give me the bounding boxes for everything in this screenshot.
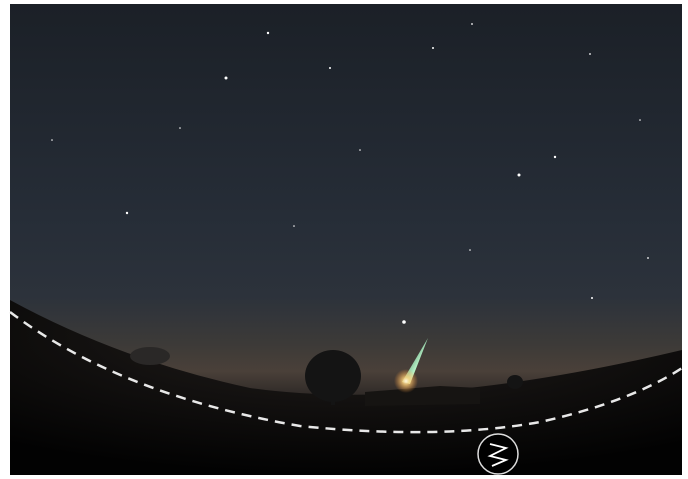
meteor-flash [394, 369, 418, 393]
photo [0, 0, 688, 479]
logo [478, 434, 518, 474]
page [0, 0, 688, 479]
